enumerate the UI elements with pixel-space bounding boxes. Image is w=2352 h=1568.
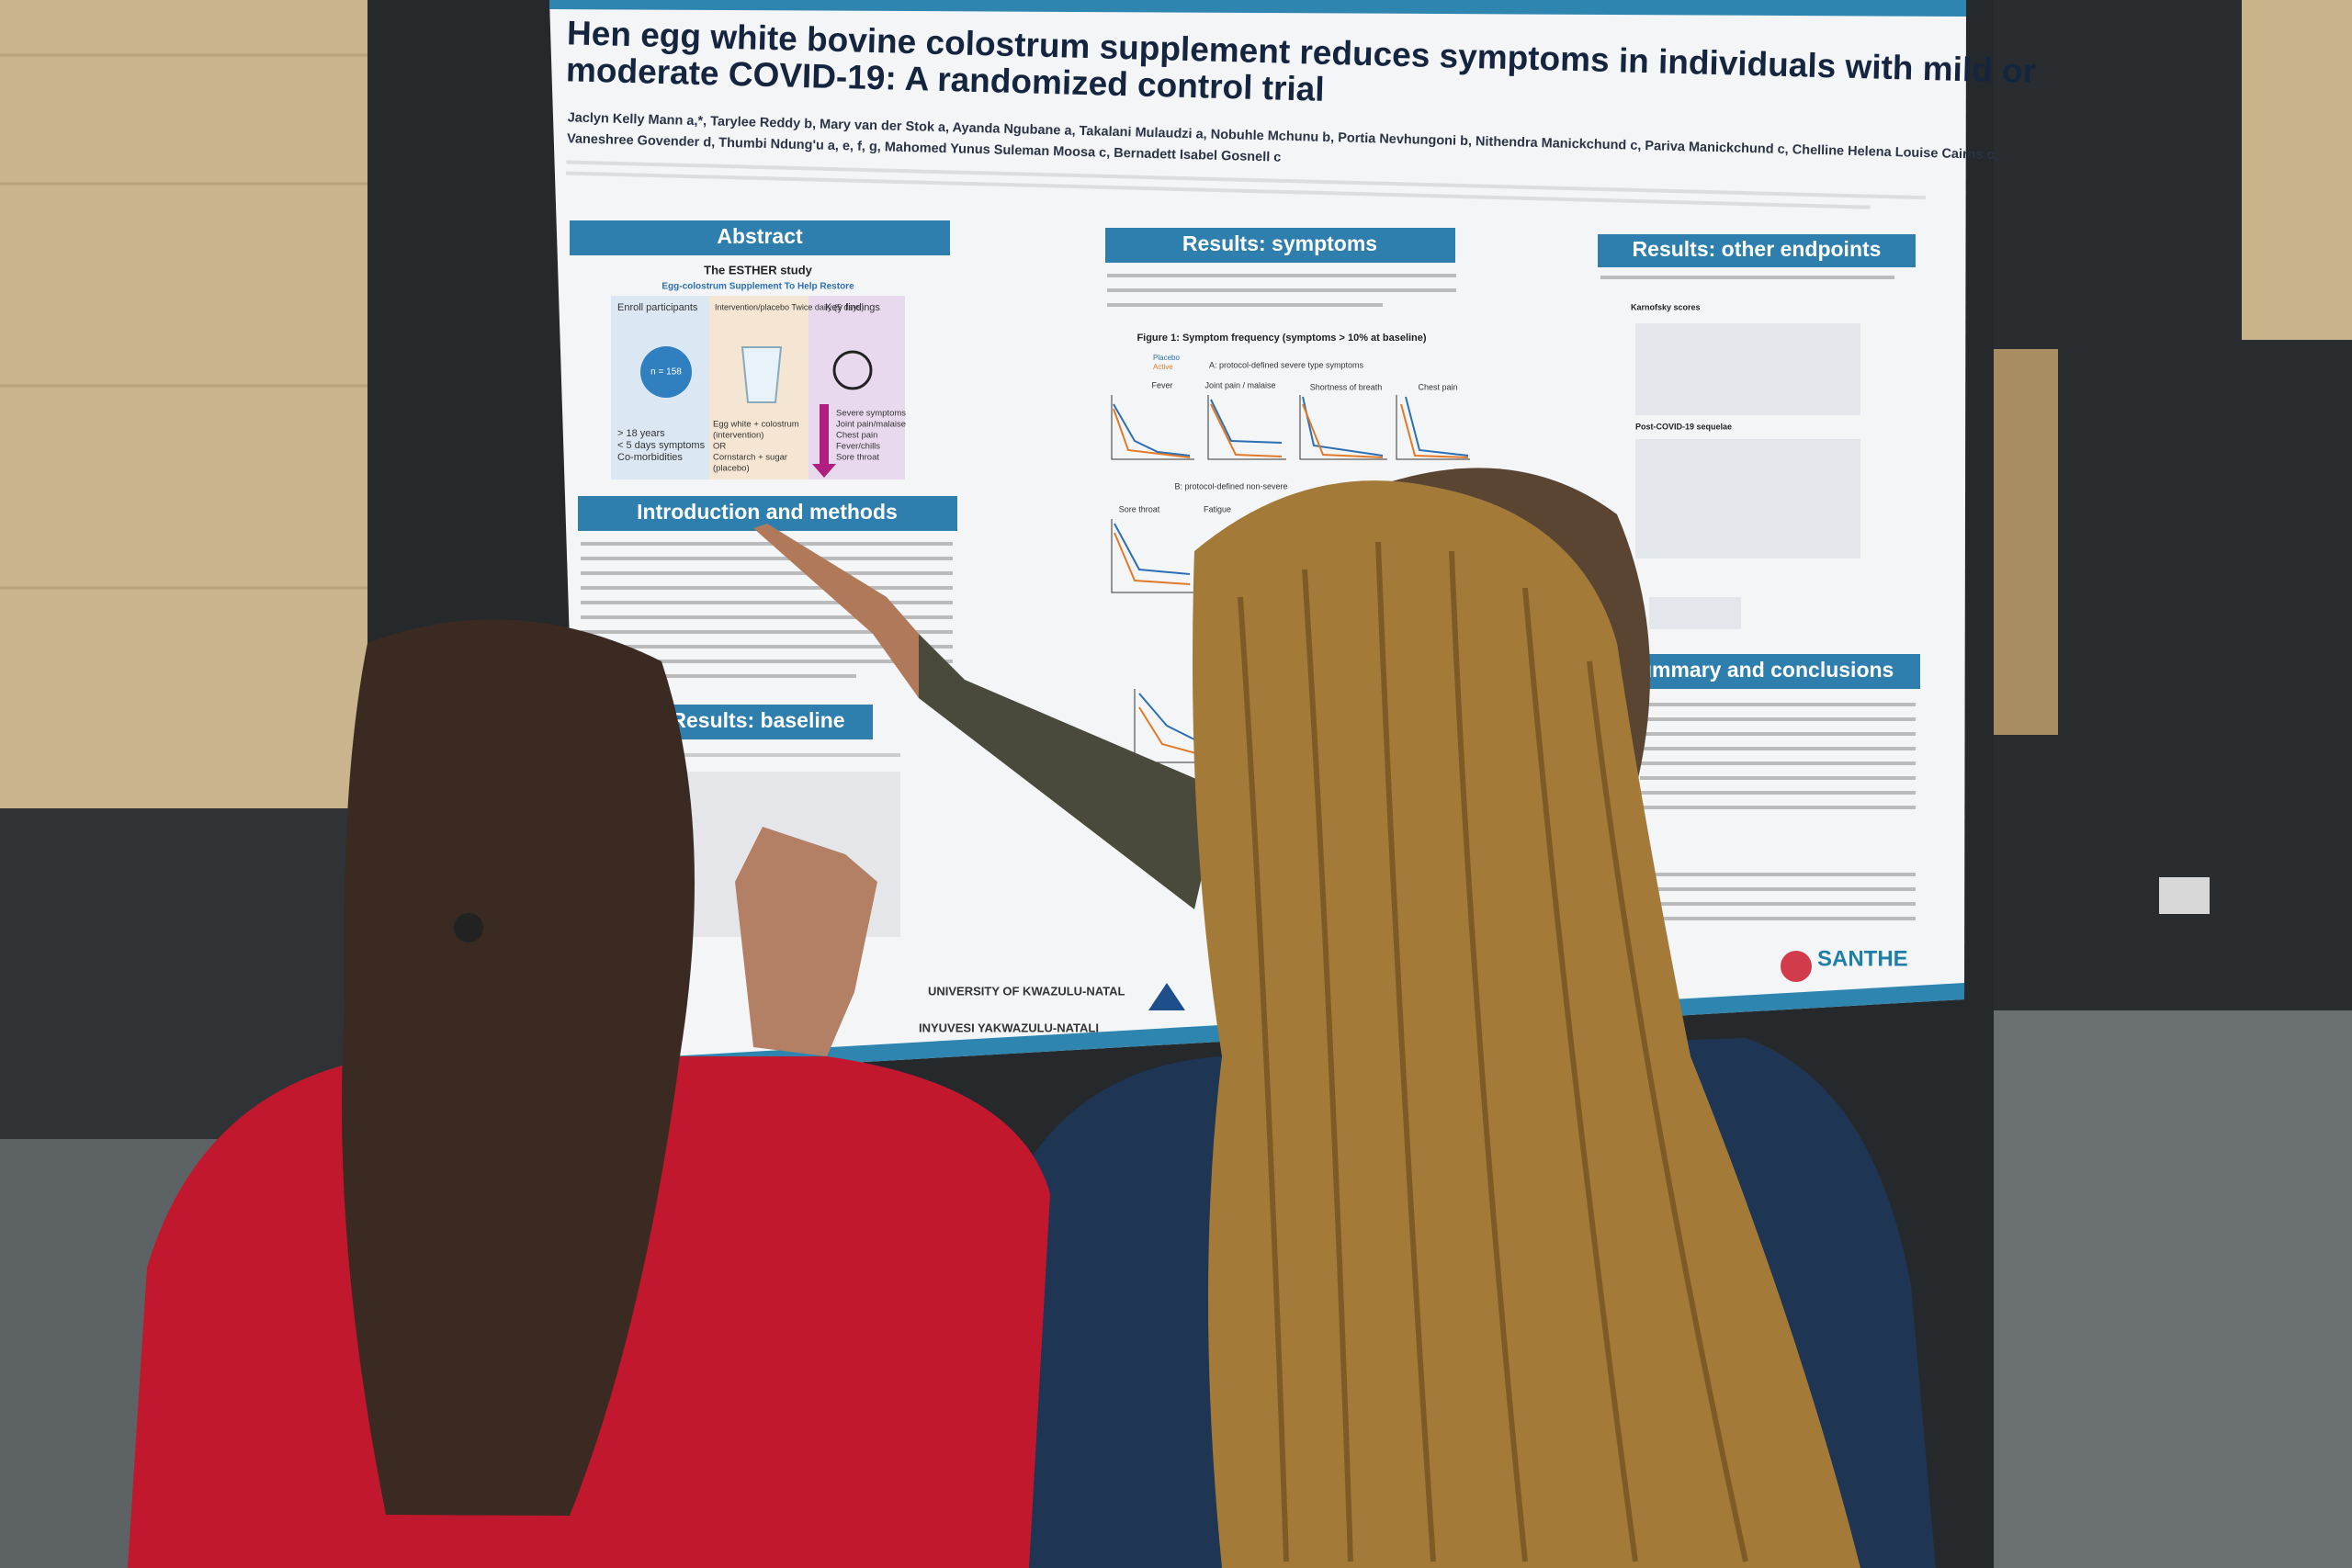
arm: Egg white + colostrum	[713, 420, 799, 430]
headings: Abstract Results: symptoms Results: othe…	[570, 220, 1920, 739]
figure-caption: Figure 1: Symptom frequency (symptoms > …	[1136, 333, 1426, 344]
mini-plots	[1111, 395, 1470, 763]
table-title: Post-COVID-19 sequelae	[1635, 422, 1732, 431]
logo-mark	[1148, 983, 1185, 1010]
floor-right	[1966, 1010, 2352, 1568]
pointing-arm	[887, 634, 1222, 909]
section-heading: Abstract	[717, 224, 803, 248]
column-label: Intervention/placebo Twice daily (5 days…	[715, 302, 864, 311]
braided-hair	[1193, 480, 1860, 1568]
criterion: Co-morbidities	[617, 452, 683, 463]
heading-bar	[570, 220, 950, 255]
panel-label: Fatigue	[1204, 504, 1231, 513]
panel-label: Shortness of breath	[1310, 382, 1383, 391]
logos: UNIVERSITY OF KWAZULU-NATAL INYUVESI YAK…	[919, 946, 1908, 1034]
poster-content: Hen egg white bovine colostrum supplemen…	[566, 14, 2037, 209]
panel-title: B: protocol-defined non-severe	[1174, 481, 1287, 491]
arm: (placebo)	[713, 464, 750, 474]
finding: Joint pain/malaise	[836, 420, 906, 430]
logo-text: INYUVESI YAKWAZULU-NATALI	[919, 1021, 1099, 1034]
study-name: The ESTHER study	[704, 263, 813, 276]
section-heading: Results: other endpoints	[1633, 237, 1882, 261]
arm: Cornstarch + sugar	[713, 453, 787, 463]
abstract-graphic: The ESTHER study Egg-colostrum Supplemen…	[611, 263, 906, 479]
other-endpoints: Karnofsky scores Post-COVID-19 sequelae	[1600, 276, 1916, 920]
heading-bar	[1598, 234, 1916, 267]
column-label: Enroll participants	[617, 302, 698, 313]
table	[1649, 597, 1741, 629]
person-left-hair	[342, 619, 695, 1516]
hair-clip	[454, 913, 483, 942]
panel-title: A: protocol-defined severe type symptoms	[1209, 360, 1364, 369]
criterion: > 18 years	[617, 428, 665, 439]
column-label: Key findings	[825, 302, 880, 313]
section-heading: Results: baseline	[671, 708, 844, 732]
arrow-shaft	[820, 404, 829, 468]
symptom-figure: Figure 1: Symptom frequency (symptoms > …	[1107, 274, 1470, 763]
poster-top-band	[549, 0, 1966, 17]
table	[1635, 439, 1860, 558]
finding: Chest pain	[836, 431, 877, 441]
legend-entry: Active	[1153, 363, 1173, 371]
panel-label: Fever	[1151, 380, 1172, 389]
finding: Fever/chills	[836, 442, 880, 452]
sample-size: n = 158	[650, 367, 682, 378]
section-heading: Summary and conclusions	[1625, 658, 1894, 682]
criterion: < 5 days symptoms	[617, 440, 706, 451]
heading-bar	[1105, 228, 1455, 263]
wall-panel-left	[0, 0, 386, 808]
legend-entry: Placebo	[1153, 354, 1180, 362]
intro-text	[581, 542, 953, 678]
section-heading: Introduction and methods	[637, 500, 898, 524]
arm: (intervention)	[713, 431, 763, 441]
table	[1635, 323, 1860, 415]
logo-text: SANTHE	[1817, 946, 1908, 971]
finding: Severe symptoms	[836, 409, 906, 419]
study-subtitle: Egg-colostrum Supplement To Help Restore	[662, 282, 854, 292]
panel-label: Joint pain / malaise	[1204, 380, 1275, 389]
section-heading: Results: symptoms	[1182, 231, 1377, 255]
wall-socket	[2159, 877, 2210, 914]
finding: Sore throat	[836, 453, 879, 463]
wall-panel-lines	[0, 53, 386, 590]
raised-hand	[735, 827, 877, 1056]
phone-icon	[832, 350, 873, 390]
logo-mark	[1781, 951, 1812, 982]
heading-bar	[1599, 654, 1920, 689]
table-title: Karnofsky scores	[1631, 302, 1701, 311]
panel-label: Chest pain	[1418, 382, 1457, 391]
affiliations-line	[566, 171, 1871, 209]
logo-text: UNIVERSITY OF KWAZULU-NATAL	[928, 984, 1125, 998]
participant-icon	[640, 346, 692, 398]
glass-icon	[741, 346, 783, 403]
panel-label: Sore throat	[1119, 504, 1160, 513]
affiliations-line	[566, 160, 1926, 200]
arrow-head	[812, 464, 836, 478]
heading-bar	[643, 705, 873, 739]
braid-strands	[1238, 541, 1748, 1562]
pointing-hand	[753, 524, 919, 698]
wall-panel-right	[2242, 0, 2352, 340]
arm: OR	[713, 442, 726, 452]
